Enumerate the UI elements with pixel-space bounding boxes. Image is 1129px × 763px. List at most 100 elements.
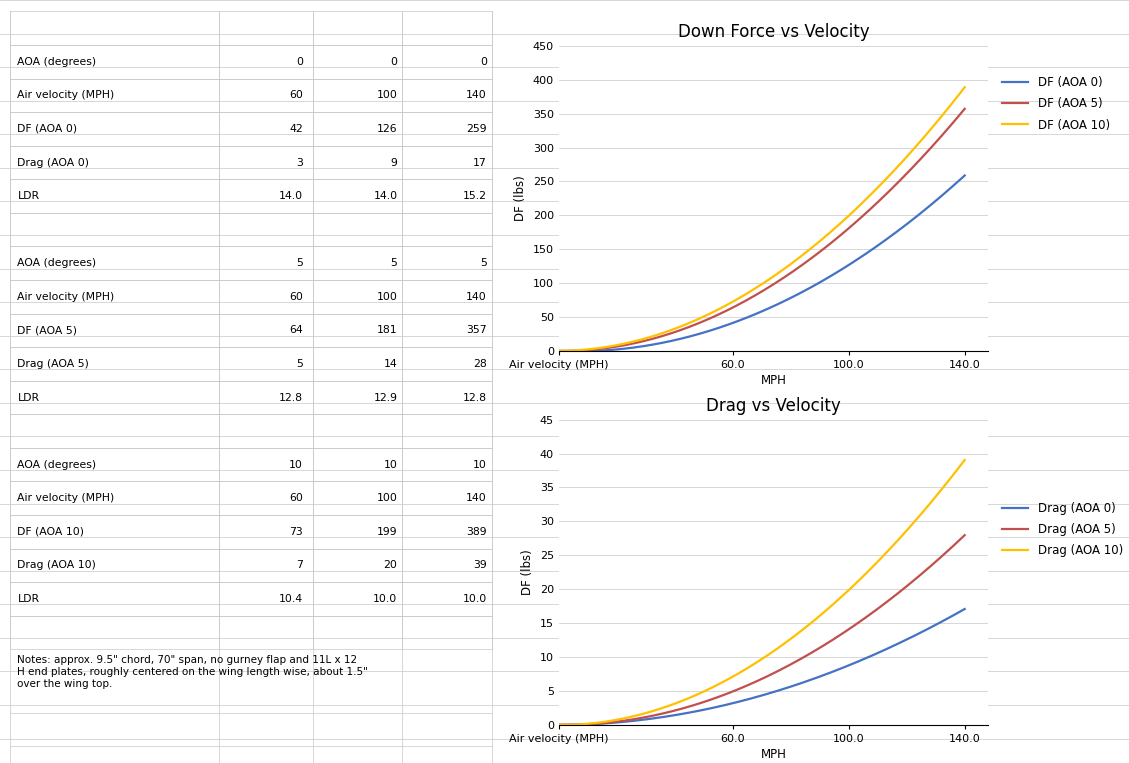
Text: LDR: LDR [17,594,40,604]
Text: 10.4: 10.4 [279,594,303,604]
Text: AOA (degrees): AOA (degrees) [17,258,96,269]
Drag (AOA 10) [957,456,971,465]
Text: LDR: LDR [17,191,40,201]
Text: Air velocity (MPH): Air velocity (MPH) [17,291,115,302]
Drag (AOA 5) [795,654,808,663]
Text: 140: 140 [466,90,487,101]
Text: Notes: approx. 9.5" chord, 70" span, no gurney flap and 11L x 12
H end plates, r: Notes: approx. 9.5" chord, 70" span, no … [17,655,368,689]
Text: 181: 181 [377,325,397,336]
DF (AOA 0) [552,346,566,356]
Drag (AOA 0) [552,720,566,729]
Text: DF (AOA 10): DF (AOA 10) [17,526,85,537]
Text: 0: 0 [391,56,397,67]
Line: Drag (AOA 5): Drag (AOA 5) [559,535,964,725]
Text: 140: 140 [466,291,487,302]
Text: 10: 10 [289,459,303,470]
DF (AOA 0) [554,346,568,356]
Legend: DF (AOA 0), DF (AOA 5), DF (AOA 10): DF (AOA 0), DF (AOA 5), DF (AOA 10) [1003,76,1110,132]
DF (AOA 0) [895,223,909,232]
Text: 14.0: 14.0 [374,191,397,201]
Y-axis label: DF (lbs): DF (lbs) [522,549,534,595]
DF (AOA 0) [553,346,567,356]
Text: 3: 3 [296,157,303,168]
Text: 12.8: 12.8 [463,392,487,403]
Drag (AOA 5) [957,530,971,539]
Drag (AOA 5) [794,655,807,664]
Drag (AOA 0) [793,679,806,688]
Text: 15.2: 15.2 [463,191,487,201]
Drag (AOA 10) [800,622,814,631]
Drag (AOA 5) [553,720,567,729]
Drag (AOA 0) [553,720,567,729]
DF (AOA 0) [794,288,807,298]
Text: 10: 10 [384,459,397,470]
Text: 60: 60 [289,493,303,504]
Title: Drag vs Velocity: Drag vs Velocity [706,398,841,415]
Text: 5: 5 [296,359,303,369]
Title: Down Force vs Velocity: Down Force vs Velocity [677,24,869,41]
Text: 10.0: 10.0 [374,594,397,604]
Text: 14.0: 14.0 [279,191,303,201]
DF (AOA 5) [920,148,934,157]
DF (AOA 10) [552,346,566,356]
Text: 39: 39 [473,560,487,571]
Text: 100: 100 [377,90,397,101]
Text: 10: 10 [473,459,487,470]
Text: Air velocity (MPH): Air velocity (MPH) [17,493,115,504]
Text: 126: 126 [377,124,397,134]
DF (AOA 10) [794,252,807,261]
DF (AOA 5) [553,346,567,356]
Drag (AOA 0) [894,638,908,647]
Text: 140: 140 [466,493,487,504]
Text: 60: 60 [289,90,303,101]
DF (AOA 0) [795,288,808,297]
Text: AOA (degrees): AOA (degrees) [17,459,96,470]
Text: 73: 73 [289,526,303,537]
Drag (AOA 5) [559,720,572,729]
Text: 0: 0 [296,56,303,67]
Text: 28: 28 [473,359,487,369]
DF (AOA 5) [552,346,566,356]
Line: DF (AOA 0): DF (AOA 0) [559,175,964,351]
Text: Air velocity (MPH): Air velocity (MPH) [17,90,115,101]
Text: Drag (AOA 5): Drag (AOA 5) [17,359,89,369]
DF (AOA 5) [957,105,971,114]
Drag (AOA 10) [553,720,567,729]
Text: 12.8: 12.8 [279,392,303,403]
Drag (AOA 0) [794,679,807,688]
Text: 9: 9 [391,157,397,168]
Drag (AOA 0) [800,677,814,686]
Text: Drag (AOA 0): Drag (AOA 0) [17,157,89,168]
DF (AOA 0) [957,171,971,180]
Drag (AOA 5) [921,564,935,573]
DF (AOA 10) [793,253,806,262]
DF (AOA 5) [894,175,908,184]
Text: 42: 42 [289,124,303,134]
DF (AOA 0) [802,284,815,293]
Legend: Drag (AOA 0), Drag (AOA 5), Drag (AOA 10): Drag (AOA 0), Drag (AOA 5), Drag (AOA 10… [1003,502,1123,558]
Text: Drag (AOA 10): Drag (AOA 10) [17,560,96,571]
Line: DF (AOA 5): DF (AOA 5) [559,109,964,351]
Drag (AOA 10) [552,720,566,729]
Text: 389: 389 [466,526,487,537]
Text: DF (AOA 0): DF (AOA 0) [17,124,78,134]
DF (AOA 5) [793,262,806,272]
Text: 10.0: 10.0 [463,594,487,604]
Text: 199: 199 [377,526,397,537]
Line: Drag (AOA 10): Drag (AOA 10) [559,460,964,725]
Line: Drag (AOA 0): Drag (AOA 0) [559,609,964,725]
Text: LDR: LDR [17,392,40,403]
Text: 7: 7 [296,560,303,571]
X-axis label: MPH: MPH [761,748,786,761]
Drag (AOA 10) [794,627,807,636]
Text: 357: 357 [466,325,487,336]
Drag (AOA 10) [793,628,806,637]
Drag (AOA 5) [552,720,566,729]
Text: 100: 100 [377,291,397,302]
Line: DF (AOA 10): DF (AOA 10) [559,87,964,351]
Drag (AOA 0) [920,625,934,634]
DF (AOA 10) [800,246,814,256]
Text: 17: 17 [473,157,487,168]
Text: 20: 20 [384,560,397,571]
X-axis label: MPH: MPH [761,374,786,387]
